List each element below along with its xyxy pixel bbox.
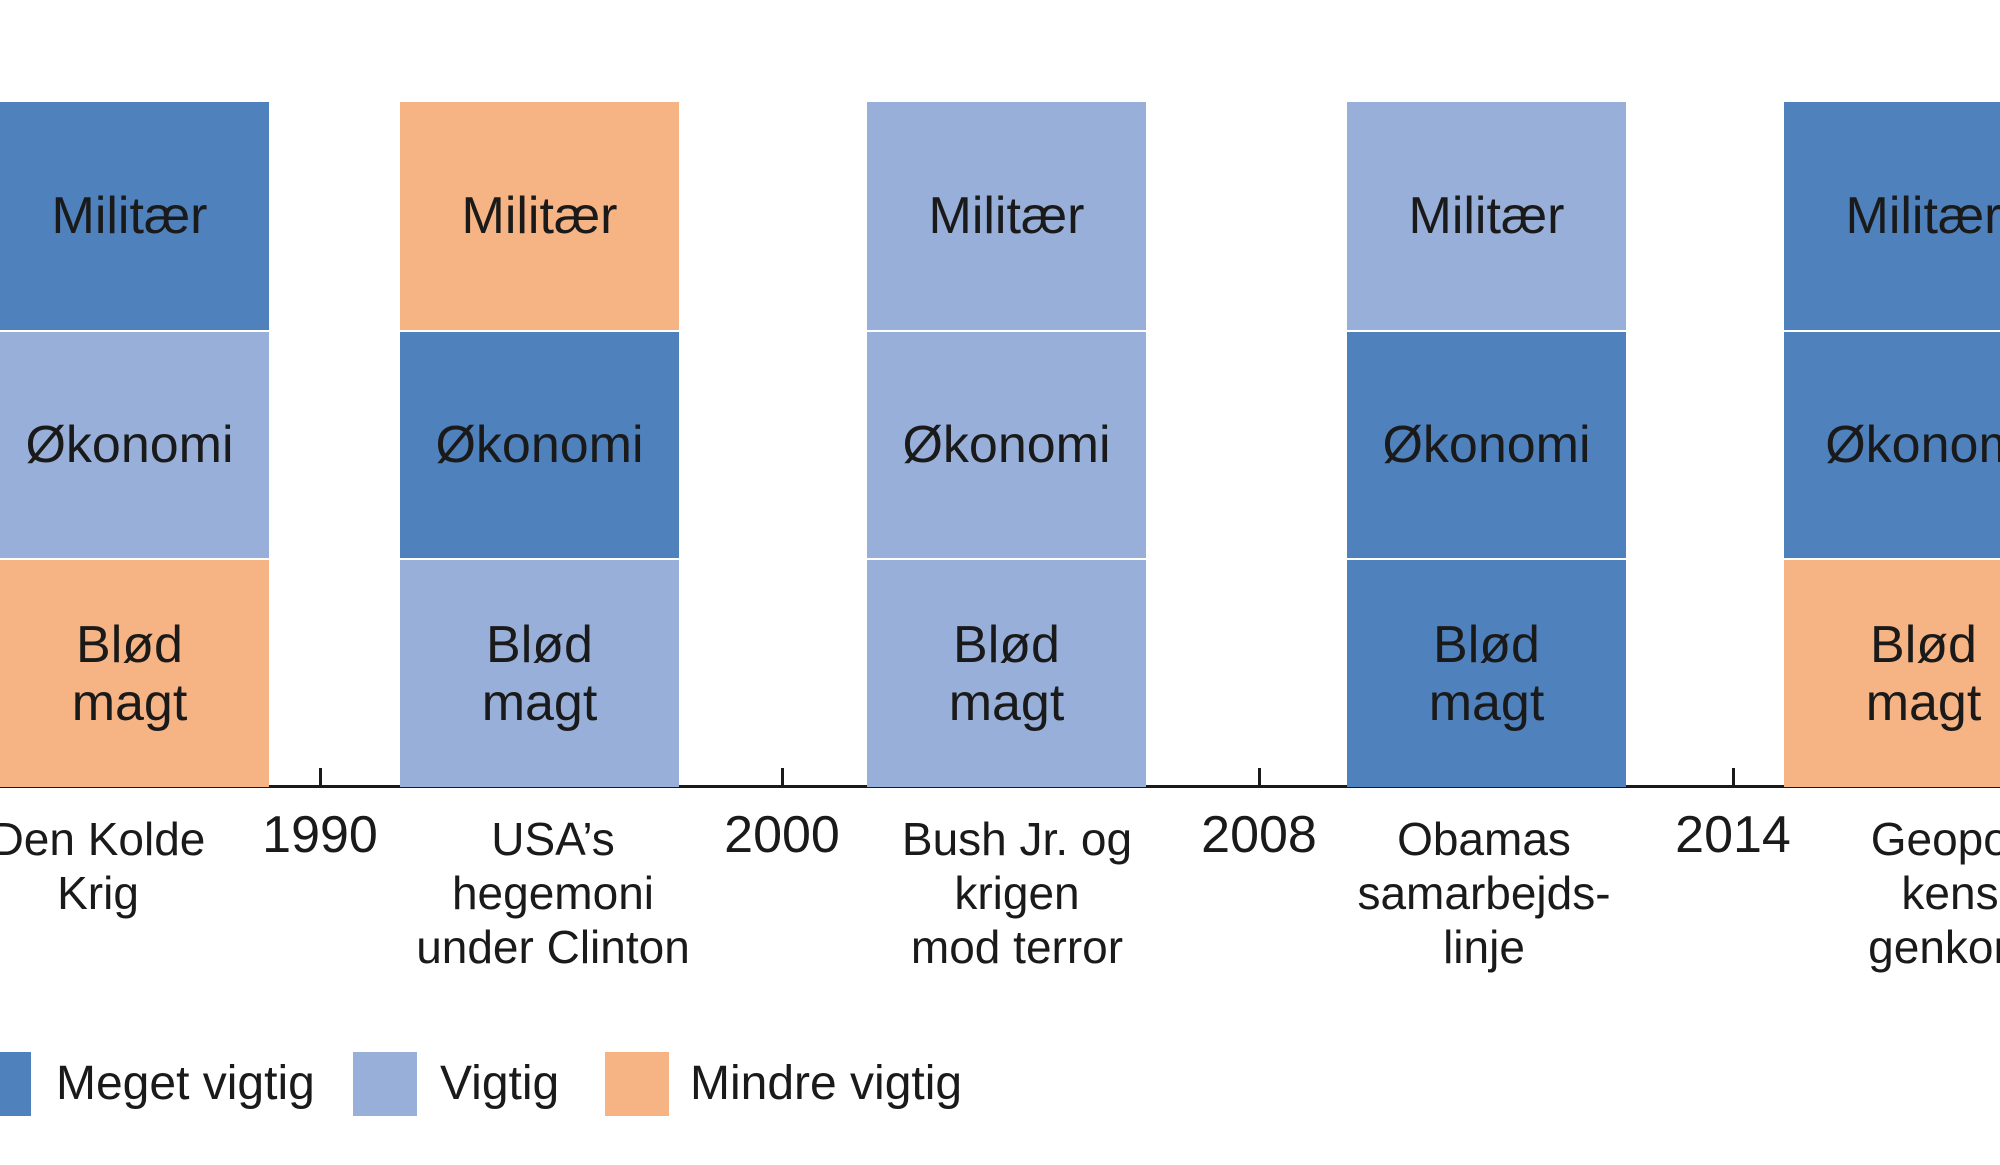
legend-label-mindre-vigtig: Mindre vigtig	[690, 1057, 963, 1110]
year-label-2014: 2014	[1675, 806, 1791, 864]
period-label-2: USA’s hegemoni under Clinton	[416, 813, 690, 973]
period-4-cell-3: Blød magt	[1347, 560, 1626, 787]
year-label-1990: 1990	[262, 806, 378, 864]
period-2-cell-1: Militær	[400, 102, 679, 330]
period-2-cell-3: Blød magt	[400, 560, 679, 787]
period-5-cell-1: Militær	[1784, 102, 2000, 330]
period-3-cell-3: Blød magt	[867, 560, 1146, 787]
year-label-2000: 2000	[724, 806, 840, 864]
period-1-cell-3: Blød magt	[0, 560, 269, 787]
axis-tick-1990	[319, 768, 322, 787]
period-1-cell-1: Militær	[0, 102, 269, 330]
legend-label-vigtig: Vigtig	[440, 1057, 560, 1110]
axis-tick-2014	[1732, 768, 1735, 787]
legend-swatch-mindre-vigtig	[605, 1052, 669, 1116]
period-3-cell-2: Økonomi	[867, 332, 1146, 558]
legend-label-meget-vigtig: Meget vigtig	[56, 1057, 315, 1110]
axis-tick-2000	[781, 768, 784, 787]
period-3-cell-1: Militær	[867, 102, 1146, 330]
period-2-cell-2: Økonomi	[400, 332, 679, 558]
legend-swatch-meget-vigtig	[0, 1052, 31, 1116]
period-label-1: Den Kolde Krig	[0, 813, 206, 919]
period-label-4: Obamas samarbejds- linje	[1357, 813, 1611, 973]
period-1-cell-2: Økonomi	[0, 332, 269, 558]
period-5-cell-2: Økonom	[1784, 332, 2000, 558]
axis-tick-2008	[1258, 768, 1261, 787]
period-4-cell-1: Militær	[1347, 102, 1626, 330]
period-label-3: Bush Jr. og krigen mod terror	[901, 813, 1133, 973]
period-4-cell-2: Økonomi	[1347, 332, 1626, 558]
year-label-2008: 2008	[1201, 806, 1317, 864]
legend-swatch-vigtig	[353, 1052, 417, 1116]
period-label-5: Geopoli kens genkom	[1868, 813, 2000, 973]
period-5-cell-3: Blød magt	[1784, 560, 2000, 787]
